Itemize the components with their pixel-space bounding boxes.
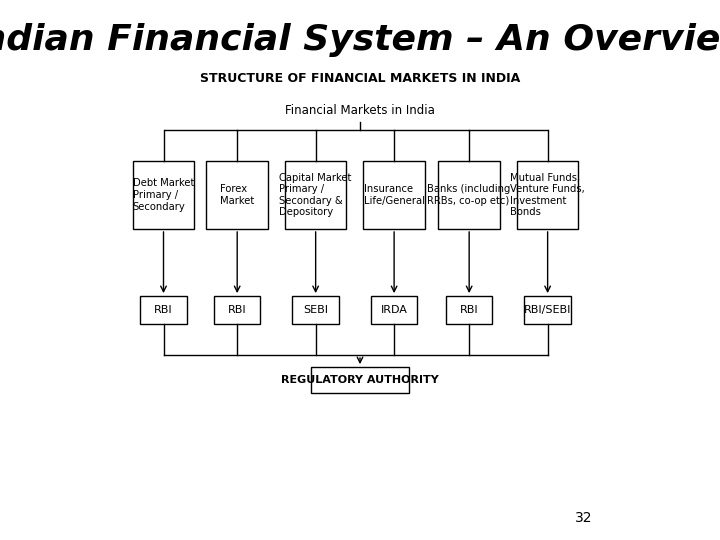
Text: RBI: RBI bbox=[460, 305, 479, 315]
FancyBboxPatch shape bbox=[517, 161, 578, 229]
FancyBboxPatch shape bbox=[140, 296, 186, 324]
Text: REGULATORY AUTHORITY: REGULATORY AUTHORITY bbox=[281, 375, 439, 385]
Text: Mutual Funds,
Venture Funds,
Investment
Bonds: Mutual Funds, Venture Funds, Investment … bbox=[510, 173, 585, 218]
Text: STRUCTURE OF FINANCIAL MARKETS IN INDIA: STRUCTURE OF FINANCIAL MARKETS IN INDIA bbox=[200, 71, 520, 84]
FancyBboxPatch shape bbox=[438, 161, 500, 229]
Text: SEBI: SEBI bbox=[303, 305, 328, 315]
Text: RBI/SEBI: RBI/SEBI bbox=[524, 305, 571, 315]
FancyBboxPatch shape bbox=[285, 161, 346, 229]
Text: Debt Market
Primary /
Secondary: Debt Market Primary / Secondary bbox=[132, 178, 194, 212]
Text: Capital Market
Primary /
Secondary &
Depository: Capital Market Primary / Secondary & Dep… bbox=[279, 173, 352, 218]
Text: Banks (including
RRBs, co-op etc): Banks (including RRBs, co-op etc) bbox=[428, 184, 511, 206]
FancyBboxPatch shape bbox=[207, 161, 268, 229]
Text: Indian Financial System – An Overview: Indian Financial System – An Overview bbox=[0, 23, 720, 57]
Text: Insurance
Life/General: Insurance Life/General bbox=[364, 184, 425, 206]
FancyBboxPatch shape bbox=[292, 296, 339, 324]
FancyBboxPatch shape bbox=[371, 296, 418, 324]
FancyBboxPatch shape bbox=[446, 296, 492, 324]
FancyBboxPatch shape bbox=[132, 161, 194, 229]
Text: RBI: RBI bbox=[154, 305, 173, 315]
Text: RBI: RBI bbox=[228, 305, 246, 315]
Text: Forex
Market: Forex Market bbox=[220, 184, 254, 206]
Text: 32: 32 bbox=[575, 511, 592, 525]
Text: IRDA: IRDA bbox=[381, 305, 408, 315]
FancyBboxPatch shape bbox=[364, 161, 425, 229]
Text: Financial Markets in India: Financial Markets in India bbox=[285, 104, 435, 117]
FancyBboxPatch shape bbox=[310, 367, 410, 393]
FancyBboxPatch shape bbox=[524, 296, 571, 324]
FancyBboxPatch shape bbox=[214, 296, 261, 324]
